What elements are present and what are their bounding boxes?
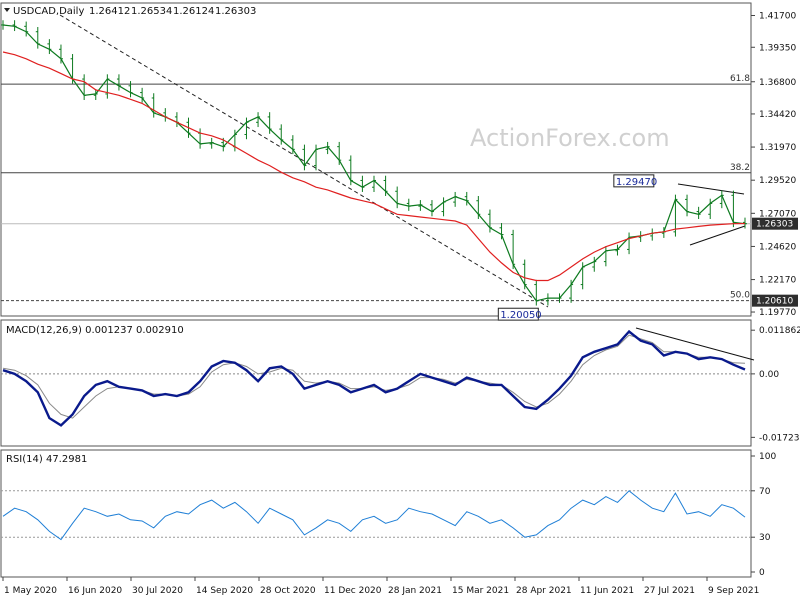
price-y-tick-label: 1.31970 — [759, 143, 796, 153]
x-tick-label: 15 Mar 2021 — [452, 586, 509, 596]
rsi-y-tick-label: 30 — [759, 533, 771, 543]
x-tick-label: 11 Dec 2020 — [324, 586, 382, 596]
rsi-y-tick-label: 100 — [759, 452, 776, 462]
price-y-tick-label: 1.27070 — [759, 209, 796, 219]
price-y-tick-label: 1.34420 — [759, 110, 796, 120]
current-price-label: 1.26303 — [756, 220, 793, 230]
rsi-panel: RSI(14) 47.2981 100 70 30 0 — [0, 449, 776, 578]
rsi-line — [2, 490, 746, 541]
x-tick-label: 28 Jan 2021 — [388, 586, 442, 596]
dropdown-triangle-icon[interactable] — [4, 8, 10, 12]
fib-level-label: 61.8 — [730, 74, 750, 84]
x-tick-label: 28 Oct 2020 — [260, 586, 316, 596]
macd-y-tick-label: 0.011862 — [759, 326, 800, 336]
rsi-y-tick-label: 0 — [759, 568, 765, 578]
price-panel: ActionForex.com 61.8 38.2 50.0 1.29470 1.20… — [0, 2, 798, 321]
rsi-panel-frame — [0, 449, 752, 578]
price-y-tick-label: 1.29520 — [759, 176, 796, 186]
fib-level-label: 50.0 — [730, 291, 750, 301]
ohlc-low: 1.26124 — [173, 6, 214, 17]
support-trendline — [689, 225, 746, 246]
price-annotation-label: 1.29470 — [616, 177, 657, 188]
x-tick-label: 1 May 2020 — [4, 586, 57, 596]
macd-y-tick-label: -0.017238 — [759, 433, 800, 443]
support-price-label: 1.20610 — [756, 297, 793, 307]
symbol-title: USDCAD,Daily — [13, 6, 84, 17]
x-tick-label: 11 Jun 2021 — [580, 586, 634, 596]
price-y-tick-label: 1.24620 — [759, 242, 796, 252]
macd-panel: MACD(12,26,9) 0.001237 0.002910 0.011862… — [0, 319, 800, 447]
downtrend-dashed-line — [59, 14, 549, 308]
macd-title: MACD(12,26,9) 0.001237 0.002910 — [6, 325, 184, 336]
price-panel-frame — [0, 2, 752, 317]
price-y-tick-label: 1.39350 — [759, 43, 796, 53]
price-y-tick-label: 1.41700 — [759, 11, 796, 21]
x-axis: 1 May 2020 16 Jun 2020 30 Jul 2020 14 Sep 2… — [2, 577, 759, 596]
support-price-label-box — [752, 294, 798, 307]
rsi-y-tick-label: 70 — [759, 487, 771, 497]
fib-level-label: 38.2 — [730, 163, 750, 173]
price-series-line — [2, 24, 746, 302]
price-annotation-label: 1.20050 — [500, 310, 541, 321]
x-tick-label: 27 Jul 2021 — [644, 586, 695, 596]
watermark: ActionForex.com — [470, 124, 670, 152]
ohlc-high: 1.26534 — [131, 6, 172, 17]
price-y-tick-label: 1.19770 — [759, 308, 796, 318]
price-y-tick-label: 1.22170 — [759, 276, 796, 286]
x-tick-label: 16 Jun 2020 — [68, 586, 122, 596]
x-tick-label: 14 Sep 2020 — [196, 586, 253, 596]
ohlc-close: 1.26303 — [215, 6, 256, 17]
macd-y-tick-label: 0.00 — [759, 370, 779, 380]
x-tick-label: 30 Jul 2020 — [132, 586, 183, 596]
ohlc-open: 1.26412 — [89, 6, 130, 17]
macd-panel-frame — [0, 319, 752, 447]
macd-trendline — [635, 327, 755, 361]
x-tick-label: 9 Sep 2021 — [708, 586, 759, 596]
price-y-tick-label: 1.36800 — [759, 78, 796, 88]
rsi-title: RSI(14) 47.2981 — [6, 454, 87, 465]
moving-average-line — [2, 51, 746, 282]
price-annotation-box — [613, 174, 655, 188]
macd-main-line — [2, 329, 746, 427]
current-price-label-box — [752, 217, 798, 230]
x-tick-label: 28 Apr 2021 — [516, 586, 572, 596]
